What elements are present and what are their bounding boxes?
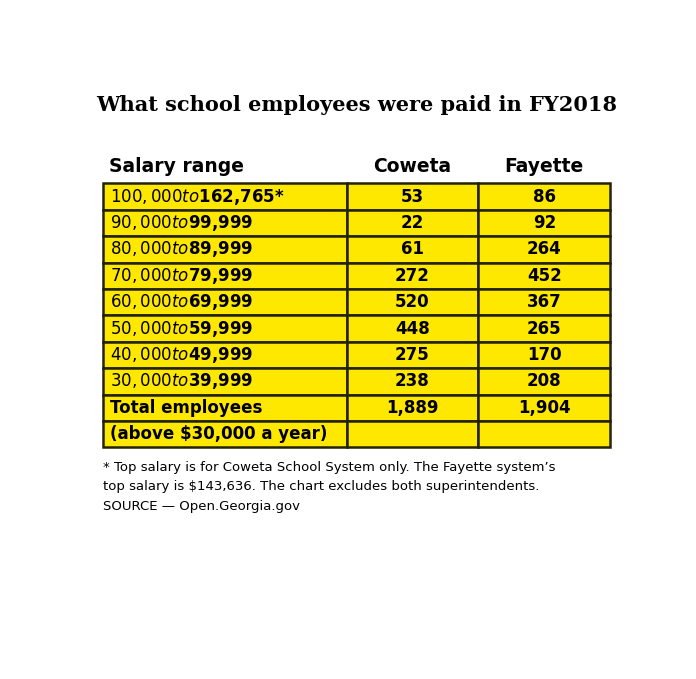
- Text: 238: 238: [395, 373, 430, 390]
- Text: 22: 22: [401, 214, 424, 232]
- Bar: [103, 289, 347, 316]
- Bar: [347, 342, 478, 368]
- Bar: [347, 289, 478, 316]
- Bar: [478, 183, 610, 210]
- Bar: [347, 210, 478, 236]
- Bar: [347, 183, 478, 210]
- Bar: [478, 342, 610, 368]
- Text: 53: 53: [401, 187, 424, 206]
- Text: $70,000 to $79,999: $70,000 to $79,999: [110, 266, 253, 286]
- Text: Salary range: Salary range: [109, 157, 244, 176]
- Bar: [478, 289, 610, 316]
- Bar: [103, 316, 347, 342]
- Bar: [347, 263, 478, 289]
- Bar: [103, 236, 347, 263]
- Text: 86: 86: [533, 187, 556, 206]
- Text: 264: 264: [527, 240, 562, 259]
- Text: 452: 452: [527, 267, 562, 285]
- Bar: [347, 421, 478, 447]
- Text: 367: 367: [527, 293, 562, 311]
- Bar: [103, 263, 347, 289]
- Bar: [103, 394, 347, 421]
- Text: top salary is $143,636. The chart excludes both superintendents.: top salary is $143,636. The chart exclud…: [103, 481, 539, 494]
- Bar: [103, 421, 347, 447]
- Text: 170: 170: [527, 346, 562, 364]
- Text: Fayette: Fayette: [505, 157, 584, 176]
- Bar: [478, 394, 610, 421]
- Bar: [103, 210, 347, 236]
- Bar: [478, 316, 610, 342]
- Text: $90,000 to $99,999: $90,000 to $99,999: [110, 213, 253, 233]
- Text: $50,000 to $59,999: $50,000 to $59,999: [110, 318, 253, 339]
- Bar: [478, 421, 610, 447]
- Bar: [347, 236, 478, 263]
- Text: 208: 208: [527, 373, 562, 390]
- Bar: [347, 394, 478, 421]
- Bar: [478, 210, 610, 236]
- Text: Total employees: Total employees: [110, 399, 262, 417]
- Text: 272: 272: [395, 267, 430, 285]
- Text: 92: 92: [532, 214, 556, 232]
- Text: 448: 448: [395, 320, 430, 337]
- Text: What school employees were paid in FY2018: What school employees were paid in FY201…: [96, 94, 617, 115]
- Text: $40,000 to $49,999: $40,000 to $49,999: [110, 345, 253, 365]
- Text: 1,904: 1,904: [518, 399, 571, 417]
- Bar: [103, 342, 347, 368]
- Text: 265: 265: [527, 320, 562, 337]
- Bar: [478, 236, 610, 263]
- Bar: [478, 263, 610, 289]
- Bar: [103, 183, 347, 210]
- Text: $30,000 to $39,999: $30,000 to $39,999: [110, 371, 253, 392]
- Text: 61: 61: [401, 240, 424, 259]
- Text: Coweta: Coweta: [374, 157, 452, 176]
- Text: 520: 520: [395, 293, 430, 311]
- Text: $100,000 to $162,765*: $100,000 to $162,765*: [110, 187, 285, 206]
- Text: * Top salary is for Coweta School System only. The Fayette system’s: * Top salary is for Coweta School System…: [103, 460, 555, 473]
- Text: $60,000 to $69,999: $60,000 to $69,999: [110, 292, 253, 312]
- Text: (above $30,000 a year): (above $30,000 a year): [110, 425, 327, 443]
- Text: $80,000 to $89,999: $80,000 to $89,999: [110, 240, 253, 259]
- Bar: [347, 316, 478, 342]
- Text: 1,889: 1,889: [386, 399, 438, 417]
- Bar: [478, 368, 610, 394]
- Bar: [103, 368, 347, 394]
- Text: SOURCE — Open.Georgia.gov: SOURCE — Open.Georgia.gov: [103, 500, 300, 513]
- Text: 275: 275: [395, 346, 430, 364]
- Bar: [347, 368, 478, 394]
